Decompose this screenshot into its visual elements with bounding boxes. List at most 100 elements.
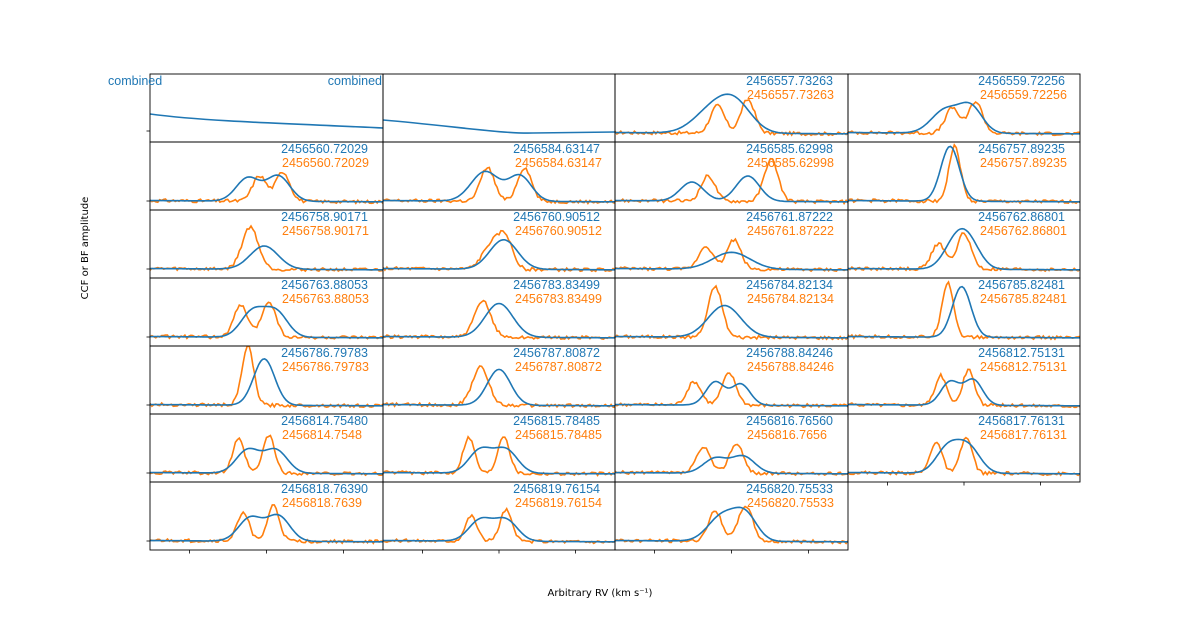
ccf-series-line <box>848 438 1080 475</box>
ccf-series-line <box>150 447 383 475</box>
panel-label-ccf-date: 2456788.84246 <box>746 346 833 360</box>
bf-series-line <box>848 232 1080 273</box>
subplot-panel: combined <box>328 73 616 143</box>
bf-series-line <box>615 237 848 273</box>
ccf-series-line <box>848 101 1080 135</box>
ccf-series-line <box>383 302 615 339</box>
panel-label-ccf-date: 2456816.76560 <box>746 414 833 428</box>
panel-label-bf-date: 2456584.63147 <box>515 156 602 170</box>
panel-label-bf-date: 2456559.72256 <box>980 88 1067 102</box>
panel-label-ccf-date: 2456757.89235 <box>978 142 1065 156</box>
panel-label-bf-date: 2456815.78485 <box>515 428 602 442</box>
panel-label-bf-date: 2456758.90171 <box>282 224 369 238</box>
bf-series-line <box>383 299 615 341</box>
ccf-series-line <box>150 305 383 339</box>
panel-label-bf-date: 2456560.72029 <box>282 156 369 170</box>
panel-label-ccf-date: 2456557.73263 <box>746 74 833 88</box>
panel-label-ccf-date: 2456584.63147 <box>513 142 600 156</box>
combined-ccf-line <box>383 119 615 134</box>
combined-ccf-line <box>150 113 383 129</box>
panel-label-bf-date: 2456786.79783 <box>282 360 369 374</box>
panel-label-bf-date: 2456783.83499 <box>515 292 602 306</box>
bf-series-line <box>383 435 615 477</box>
panel-label-bf-date: 2456819.76154 <box>515 496 602 510</box>
panel-label-bf-date: 2456812.75131 <box>980 360 1067 374</box>
bf-series-line <box>150 172 383 205</box>
panel-label-ccf-date: 2456814.75480 <box>281 414 368 428</box>
panel-label-ccf-date: 2456812.75131 <box>978 346 1065 360</box>
bf-series-line <box>615 505 848 545</box>
panel-label-ccf-date: 2456784.82134 <box>746 278 833 292</box>
panel-label-ccf-date: 2456786.79783 <box>281 346 368 360</box>
ccf-series-line <box>615 175 848 203</box>
panel-label-ccf-date: 2456820.75533 <box>746 482 833 496</box>
panel-label-ccf-date: 2456560.72029 <box>281 142 368 156</box>
panel-label-bf-date: 2456785.82481 <box>980 292 1067 306</box>
bf-series-line <box>383 507 615 545</box>
ccf-series-line <box>383 170 615 203</box>
panel-label-ccf-date: 2456817.76131 <box>978 414 1065 428</box>
panel-label-ccf-date: 2456559.72256 <box>978 74 1065 88</box>
ccf-series-line <box>150 245 383 271</box>
ccf-series-line <box>383 516 615 543</box>
bf-series-line <box>150 434 383 477</box>
panel-label-ccf-date: 2456815.78485 <box>513 414 600 428</box>
ccf-series-line <box>615 251 848 271</box>
panel-label-bf-date: 2456787.80872 <box>515 360 602 374</box>
panel-label-ccf-date: 2456819.76154 <box>513 482 600 496</box>
ccf-series-line <box>615 93 848 135</box>
bf-series-line <box>150 301 383 340</box>
panel-label-ccf-date: 2456585.62998 <box>746 142 833 156</box>
panel-label-bf-date: 2456557.73263 <box>747 88 834 102</box>
ccf-series-line <box>150 358 383 407</box>
ccf-series-line <box>383 239 615 271</box>
panel-label-ccf-date: 2456763.88053 <box>281 278 368 292</box>
ccf-series-line <box>848 145 1080 203</box>
panel-grid: combined combined 2456557.732632456557.732… <box>108 73 1081 554</box>
panel-label-bf-date: 2456818.7639 <box>282 496 362 510</box>
panel-label-bf-date: 2456761.87222 <box>747 224 834 238</box>
panel-label-bf-date: 2456757.89235 <box>980 156 1067 170</box>
ccf-series-line <box>848 377 1080 407</box>
ccf-series-line <box>150 513 383 543</box>
panel-label-bf-date: 2456763.88053 <box>282 292 369 306</box>
ccf-series-line <box>150 174 383 203</box>
ccf-series-line <box>615 304 848 339</box>
panel-label-combined: combined <box>108 74 162 88</box>
panel-label-bf-date: 2456817.76131 <box>980 428 1067 442</box>
panel-label-ccf-date: 2456760.90512 <box>513 210 600 224</box>
panel-label-ccf-date: 2456761.87222 <box>746 210 833 224</box>
ccf-series-line <box>615 454 848 475</box>
bf-series-line <box>848 368 1080 409</box>
bf-series-line <box>383 166 615 205</box>
ccf-series-line <box>615 380 848 407</box>
panel-label-bf-date: 2456820.75533 <box>747 496 834 510</box>
bf-series-line <box>615 98 848 137</box>
bf-series-line <box>615 372 848 409</box>
ccf-series-line <box>848 227 1080 271</box>
panel-label-ccf-date: 2456783.83499 <box>513 278 600 292</box>
panel-label-bf-date: 2456760.90512 <box>515 224 602 238</box>
panel-label-combined: combined <box>328 74 382 88</box>
